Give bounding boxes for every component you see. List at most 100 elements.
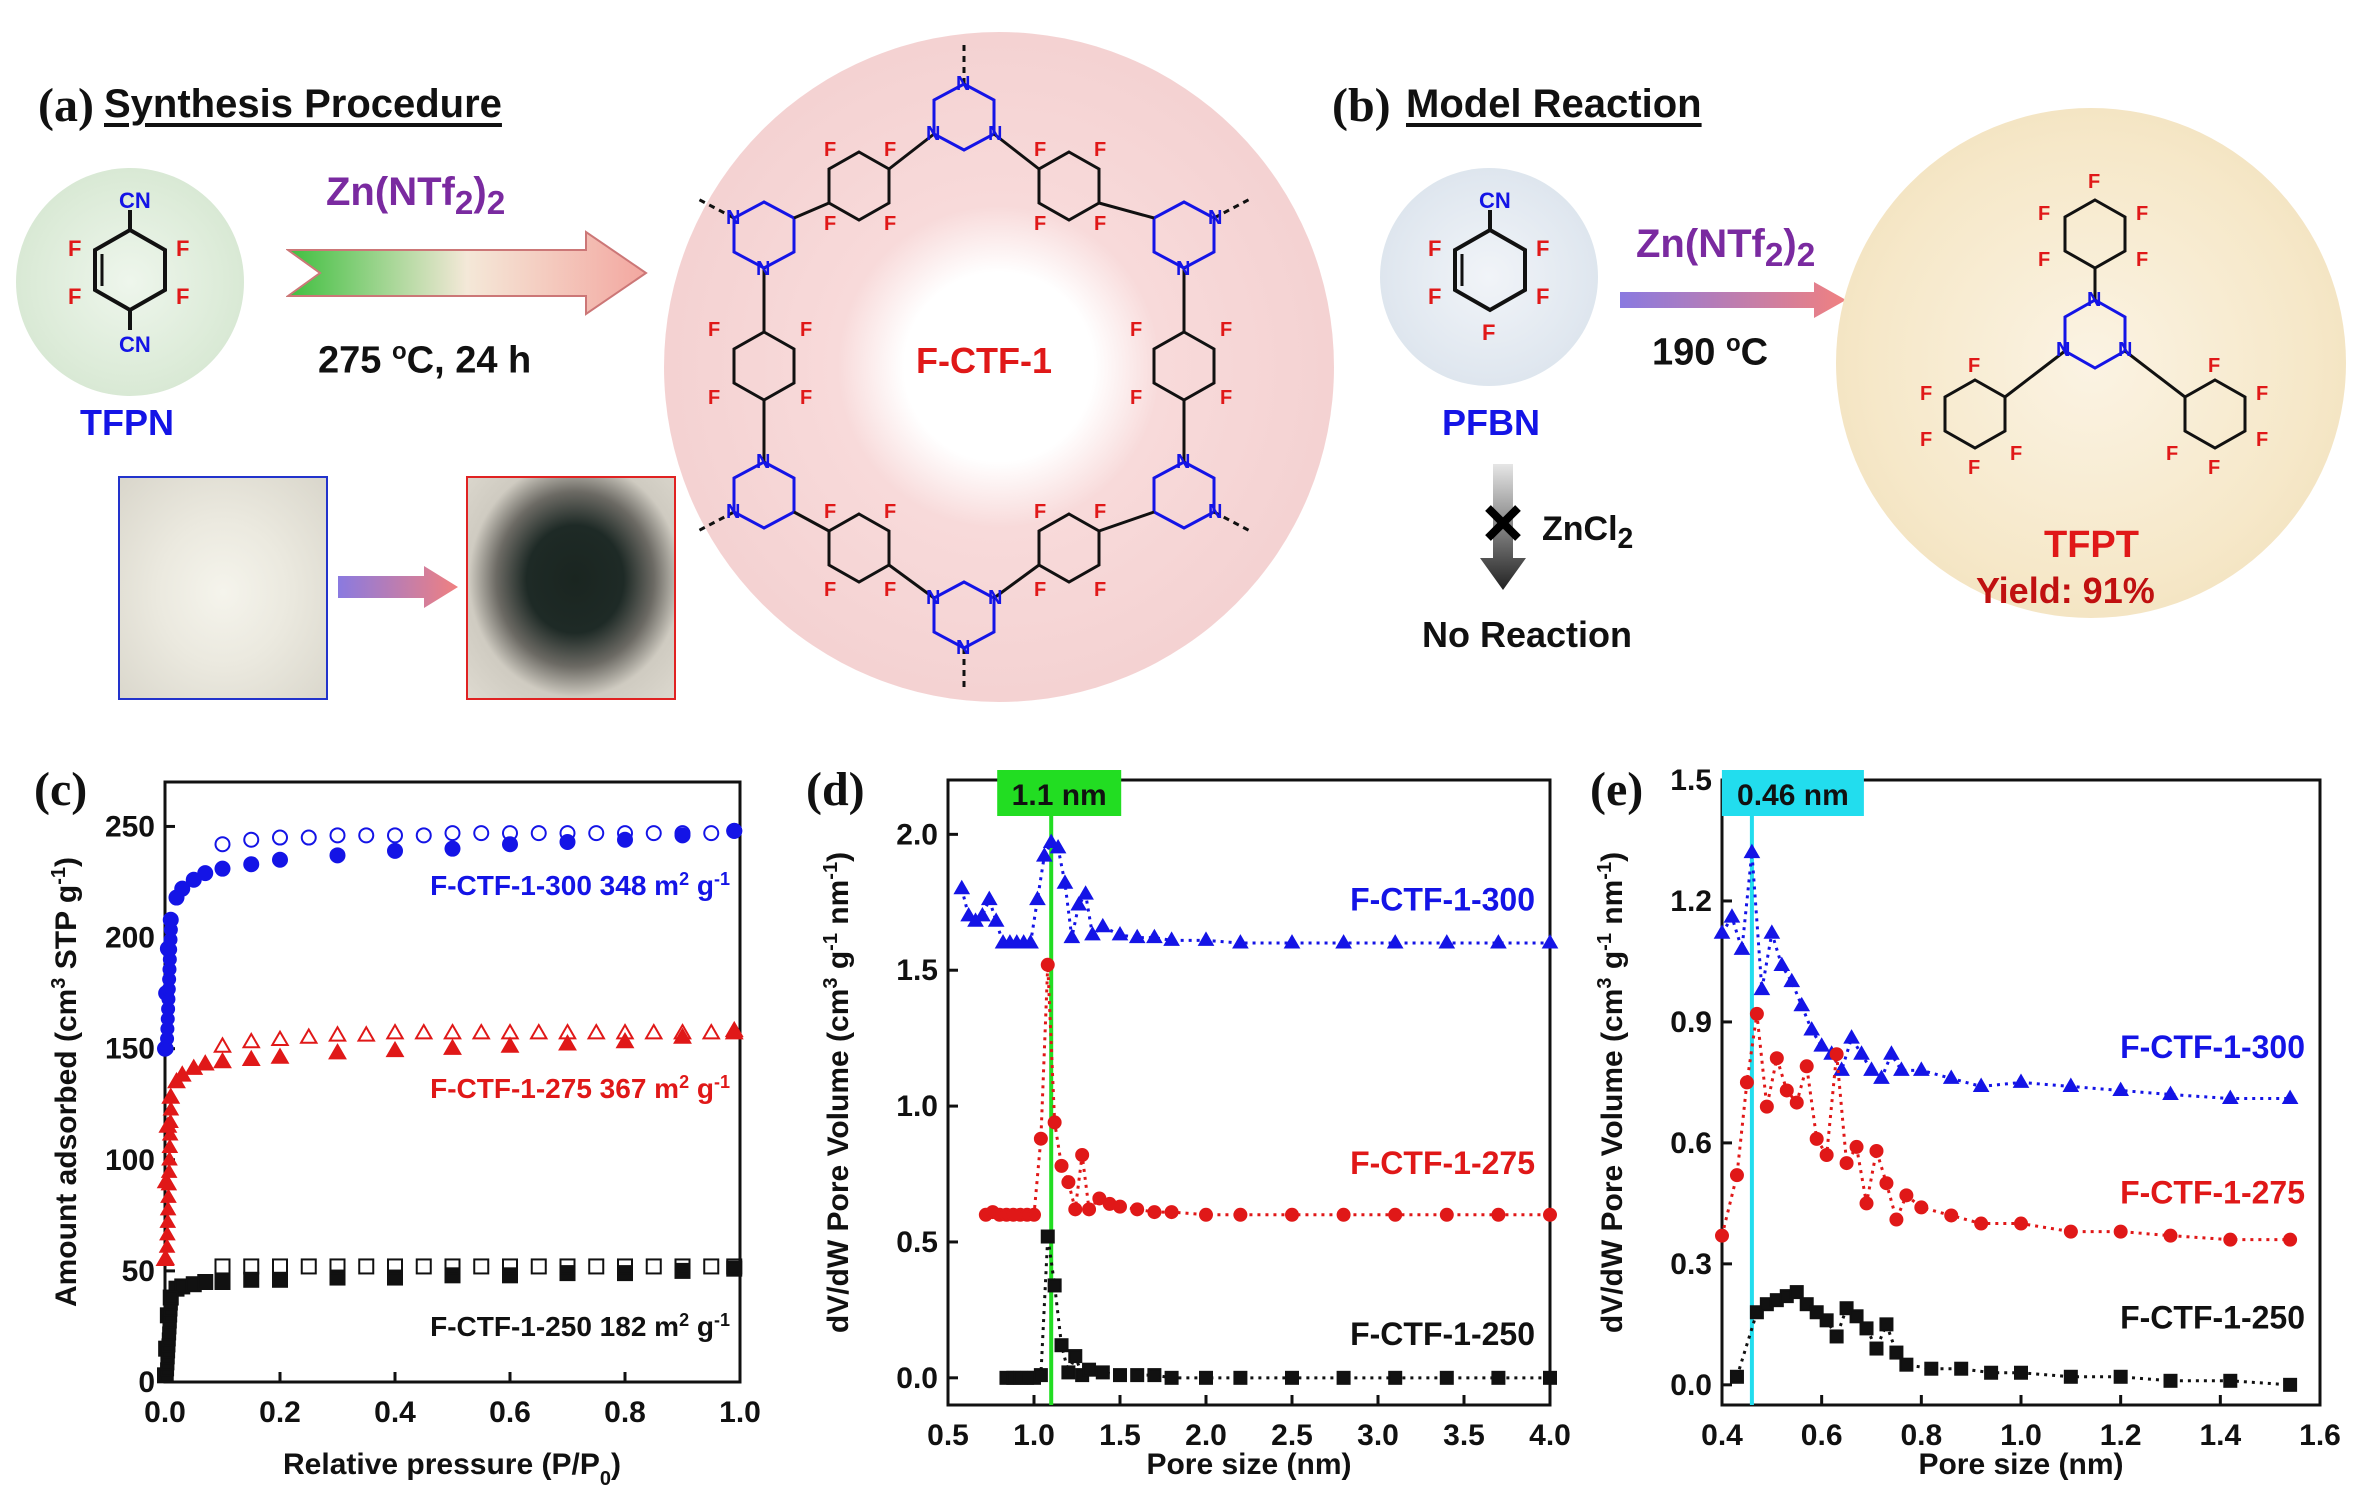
series-label-sup: -1 xyxy=(714,869,730,889)
adsorption-point xyxy=(164,1290,179,1305)
data-point xyxy=(1839,1156,1854,1171)
desorption-point xyxy=(443,1023,462,1040)
tfpt-f: F xyxy=(1920,429,1932,451)
ring-f: F xyxy=(800,319,812,341)
series-F-CTF-1-275 xyxy=(155,1020,744,1267)
tfpt-n: N xyxy=(2056,339,2070,361)
adsorption-point xyxy=(385,1040,405,1058)
data-point xyxy=(1713,924,1731,939)
adsorption-point xyxy=(241,1049,261,1067)
reagent-a-sub: 2 xyxy=(454,185,474,222)
data-point xyxy=(2283,1232,2298,1247)
tfpn-cn-bottom: CN xyxy=(119,332,151,357)
series-label-mid: g xyxy=(689,1311,714,1342)
series-label-mid: g xyxy=(689,1073,714,1104)
tfpt-f: F xyxy=(2010,443,2022,465)
adsorption-point xyxy=(272,1271,288,1288)
data-point xyxy=(974,906,991,922)
series-line xyxy=(1735,1290,2291,1387)
data-point xyxy=(1879,1317,1894,1332)
ring-f: F xyxy=(708,319,720,341)
data-point xyxy=(1759,1099,1774,1114)
y-tick-label: 0 xyxy=(138,1366,155,1399)
triazine-n: N xyxy=(756,258,770,280)
data-point xyxy=(1873,1069,1890,1084)
desorption-point xyxy=(703,1258,720,1275)
data-point xyxy=(1233,1370,1248,1385)
desorption-point xyxy=(272,829,288,846)
tfpn-cn-top: CN xyxy=(119,188,151,213)
data-point xyxy=(1439,1207,1454,1222)
reagent-a-sub2: 2 xyxy=(486,185,506,222)
y-tick-label: 1.2 xyxy=(1670,885,1712,918)
data-point xyxy=(1033,1131,1048,1146)
desorption-point xyxy=(559,825,576,842)
data-point xyxy=(1042,833,1060,848)
peak-marker-tag xyxy=(1721,770,1864,816)
chart-c-isotherm: 0.0 0.2 0.4 0.6 0.8 1.0 0 50 100 150 200 250 Relativ… xyxy=(48,780,761,1490)
x-tick-label: 0.4 xyxy=(1701,1419,1743,1452)
y-tick-label: 0.9 xyxy=(1670,1006,1712,1039)
series-line xyxy=(1006,1236,1550,1380)
series-line xyxy=(1720,1013,2291,1242)
data-point xyxy=(1147,1205,1162,1220)
tfpt-structure: N N N F F F F F F F F F F F F F F F xyxy=(1920,171,2268,479)
series-F-CTF-1-250 xyxy=(157,1258,743,1384)
y-axis-label: dV/dW Pore Volume (cm3 g-1 nm-1) xyxy=(1594,852,1629,1333)
data-point xyxy=(2112,1081,2130,1096)
pfbn-f: F xyxy=(1428,284,1441,309)
x-tick-label: 1.2 xyxy=(2100,1419,2142,1452)
x-tick-label: 0.6 xyxy=(489,1396,531,1429)
desorption-point xyxy=(213,1036,232,1053)
pfbn-label: PFBN xyxy=(1442,402,1540,443)
reagent-b-sub: 2 xyxy=(1764,237,1784,274)
adsorption-point xyxy=(724,1023,744,1040)
desorption-point xyxy=(329,827,346,844)
zncl2-main: ZnCl xyxy=(1542,510,1618,548)
ring-f: F xyxy=(708,387,720,409)
series-F-CTF-1-300 xyxy=(953,833,1559,949)
desorption-point xyxy=(299,1027,319,1044)
tfpt-f: F xyxy=(2136,203,2148,225)
data-point xyxy=(1388,1207,1403,1222)
panel-b-title: Model Reaction xyxy=(1406,82,1702,126)
series-label-sup: -1 xyxy=(714,1310,730,1330)
desorption-point xyxy=(502,825,518,842)
tfpt-f: F xyxy=(1920,383,1932,405)
desorption-point xyxy=(270,1029,290,1047)
triazine-n: N xyxy=(988,123,1002,145)
desorption-point xyxy=(214,1258,231,1275)
y-tick-label: 0.0 xyxy=(1670,1369,1712,1402)
ring-f: F xyxy=(800,387,812,409)
data-point xyxy=(2163,1373,2178,1388)
data-point xyxy=(1335,934,1352,949)
adsorption-point xyxy=(502,836,518,853)
data-point xyxy=(1773,956,1791,971)
ring-f: F xyxy=(824,579,836,601)
series-label: F-CTF-1-275 xyxy=(1350,1145,1535,1181)
desorption-point xyxy=(243,1258,260,1275)
data-point xyxy=(1715,1228,1729,1243)
plot-frame xyxy=(946,778,1552,1407)
data-point xyxy=(1829,1047,1844,1062)
tfpt-background-circle xyxy=(1836,108,2346,618)
triazine-n: N xyxy=(956,637,970,659)
y-tick-label: 1.0 xyxy=(896,1090,938,1123)
condition-b-rest: C xyxy=(1740,331,1769,374)
pfbn-background-circle xyxy=(1380,168,1598,386)
ring-f: F xyxy=(1130,319,1142,341)
condition-a: 275 oC, 24 h xyxy=(318,338,531,383)
data-point xyxy=(1095,1365,1110,1380)
data-point xyxy=(1809,1131,1824,1146)
data-point xyxy=(1336,1370,1351,1385)
data-point xyxy=(1739,1075,1754,1090)
adsorption-point xyxy=(164,912,179,927)
y-tick-label: 1.5 xyxy=(1670,764,1712,797)
condition-b-deg: o xyxy=(1725,330,1741,357)
data-point xyxy=(1047,1115,1062,1130)
desorption-point xyxy=(358,1258,375,1275)
data-point xyxy=(1972,1077,1990,1092)
condition-a-temp: 275 xyxy=(318,339,392,382)
y-axis-label-part: 3 xyxy=(1594,977,1616,988)
y-axis-label-part: -1 xyxy=(1594,862,1616,880)
